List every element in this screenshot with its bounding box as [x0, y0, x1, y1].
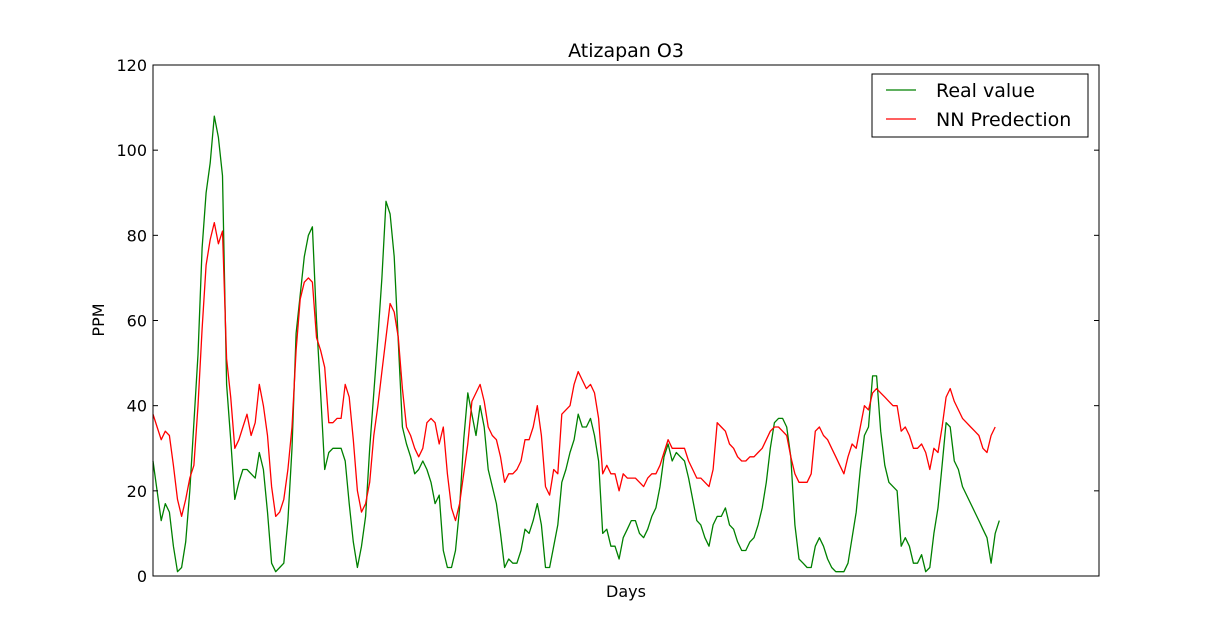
y-axis: 0 20 40 60 80 100 120: [116, 56, 1099, 586]
y-axis-label: PPM: [89, 303, 108, 336]
y-tick-label: 120: [116, 56, 147, 75]
x-axis-label: Days: [606, 582, 646, 601]
y-tick-label: 40: [127, 397, 147, 416]
plot-area: [152, 115, 1000, 573]
y-tick-label: 20: [127, 482, 147, 501]
y-tick-label: 80: [127, 226, 147, 245]
plot-frame: [152, 64, 1100, 577]
legend-label-nn: NN Predection: [936, 109, 1071, 131]
y-tick-label: 0: [137, 567, 147, 586]
y-tick-label: 100: [116, 141, 147, 160]
y-tick-label: 60: [127, 312, 147, 331]
series-line-real-value: [152, 115, 1000, 573]
legend-label-real: Real value: [936, 80, 1035, 102]
legend-box: [871, 73, 1089, 138]
series-line-nn-prediction: [152, 221, 996, 522]
chart-title: Atizapan O3: [568, 40, 684, 62]
legend: Real value NN Predection: [871, 73, 1089, 138]
